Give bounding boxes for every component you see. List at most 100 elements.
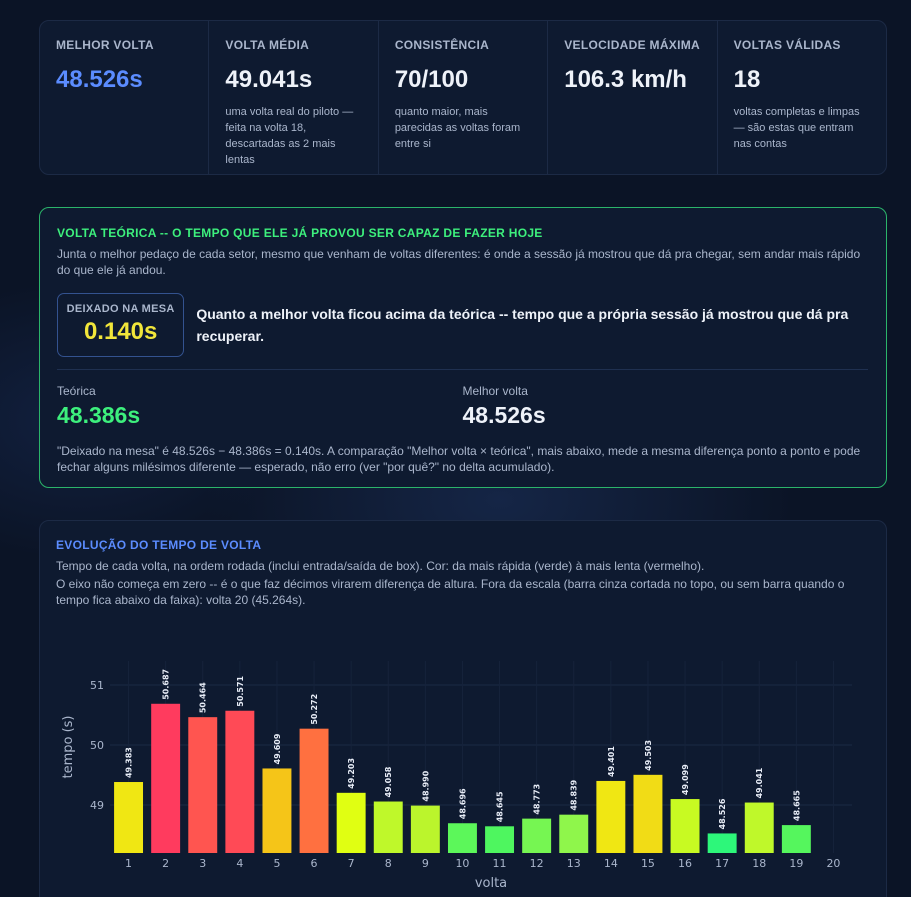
x-tick-label: 2 [162,857,169,870]
x-tick-label: 3 [199,857,206,870]
bar-lap-3 [188,717,218,853]
y-tick-label: 49 [90,799,104,812]
x-tick-label: 16 [678,857,692,870]
metric-consistency: CONSISTÊNCIA 70/100 quanto maior, mais p… [379,21,549,174]
bar-lap-18 [744,802,774,853]
metric-label: VOLTA MÉDIA [225,38,310,52]
x-tick-label: 8 [385,857,392,870]
bar-value-label: 49.503 [644,740,653,771]
left-on-table-label: DEIXADO NA MESA [66,303,175,315]
x-tick-label: 17 [715,857,729,870]
bar-lap-7 [336,792,366,853]
x-tick-label: 5 [273,857,280,870]
bar-value-label: 48.990 [421,770,430,801]
metric-value: 106.3 km/h [564,66,687,93]
bar-value-label: 49.041 [755,767,764,798]
theoretical-lap: Teórica 48.386s [57,384,463,429]
bar-lap-13 [559,814,589,853]
metric-average-lap: VOLTA MÉDIA 49.041s uma volta real do pi… [209,21,379,174]
bar-lap-2 [151,703,181,853]
bar-lap-17 [707,833,737,853]
best-lap-label: Melhor volta [462,384,528,398]
theoretical-title: VOLTA TEÓRICA -- O TEMPO QUE ELE JÁ PROV… [57,226,543,240]
best-lap-value: 48.526s [462,402,546,428]
theoretical-description: Junta o melhor pedaço de cada setor, mes… [57,247,861,277]
bar-value-label: 50.687 [162,669,171,700]
metric-description: quanto maior, mais parecidas as voltas f… [394,106,521,150]
metric-value: 49.041s [225,66,313,93]
bar-lap-9 [410,805,440,853]
metric-label: MELHOR VOLTA [56,38,154,52]
lap-time-chart: 49 50 51 49.383 1 50.687 2 50.464 3 50.571 4 49.609… [61,661,852,891]
bar-value-label: 50.571 [236,675,245,706]
divider [57,369,868,370]
evolution-scale-note: O eixo não começa em zero -- é o que faz… [56,577,845,607]
y-tick-label: 50 [90,739,104,752]
bar-lap-19 [781,825,811,853]
theoretical-lap-value: 48.386s [57,402,141,428]
bar-lap-14 [596,780,626,853]
metric-best-lap: MELHOR VOLTA 48.526s [40,21,210,174]
bar-value-label: 49.203 [347,758,356,789]
y-axis-label: tempo (s) [61,715,76,778]
x-tick-label: 7 [348,857,355,870]
x-tick-label: 13 [567,857,581,870]
left-on-table-row: DEIXADO NA MESA 0.140s Quanto a melhor v… [57,293,868,357]
best-lap: Melhor volta 48.526s [463,384,869,429]
metric-label: CONSISTÊNCIA [394,38,490,52]
theoretical-lap-card: VOLTA TEÓRICA -- O TEMPO QUE ELE JÁ PROV… [39,207,887,488]
theoretical-lap-label: Teórica [57,384,96,398]
metric-value: 18 [733,66,761,93]
metric-value: 70/100 [394,66,469,93]
bar-value-label: 50.464 [199,682,208,713]
x-axis-label: volta [475,876,507,891]
x-tick-label: 15 [641,857,655,870]
bar-value-label: 48.665 [792,790,801,821]
bar-lap-10 [447,823,477,853]
bar-value-label: 48.526 [718,798,727,829]
x-tick-label: 6 [311,857,318,870]
x-tick-label: 20 [826,857,840,870]
bar-value-label: 48.773 [533,784,542,815]
bar-lap-5 [262,768,292,853]
bar-value-label: 49.609 [273,733,282,764]
lap-comparison: Teórica 48.386s Melhor volta 48.526s [57,384,868,429]
x-tick-label: 14 [604,857,618,870]
x-tick-label: 19 [789,857,803,870]
evolution-title: EVOLUÇÃO DO TEMPO DE VOLTA [56,538,262,552]
bar-lap-6 [299,728,329,853]
x-tick-label: 9 [422,857,429,870]
metric-max-speed: VELOCIDADE MÁXIMA 106.3 km/h [548,21,718,174]
x-tick-label: 18 [752,857,766,870]
lap-evolution-card: EVOLUÇÃO DO TEMPO DE VOLTA Tempo de cada… [39,520,887,897]
metric-description: voltas completas e limpas — são estas qu… [733,106,860,150]
evolution-description: Tempo de cada volta, na ordem rodada (in… [56,559,705,573]
bar-lap-16 [670,799,700,853]
metric-value: 48.526s [56,66,143,93]
left-on-table-explanation: Quanto a melhor volta ficou acima da teó… [196,306,849,344]
bar-value-label: 48.696 [458,788,467,819]
bar-lap-12 [522,818,552,853]
metric-label: VOLTAS VÁLIDAS [733,38,841,52]
left-on-table-box: DEIXADO NA MESA 0.140s [57,293,185,357]
x-tick-label: 11 [493,857,507,870]
bar-lap-15 [633,774,663,853]
theoretical-note: "Deixado na mesa" é 48.526s − 48.386s = … [57,444,861,474]
bar-lap-4 [225,710,255,853]
metric-description: uma volta real do piloto — feita na volt… [225,106,354,166]
metrics-card: MELHOR VOLTA 48.526s VOLTA MÉDIA 49.041s… [39,20,887,175]
bar-value-label: 49.401 [607,746,616,777]
bar-value-label: 49.099 [681,764,690,795]
bar-lap-11 [485,826,515,853]
bar-value-label: 50.272 [310,694,319,725]
bar-value-label: 49.058 [384,766,393,797]
y-tick-label: 51 [90,679,104,692]
bar-lap-8 [373,801,403,853]
x-tick-label: 4 [236,857,243,870]
x-tick-label: 1 [125,857,132,870]
x-tick-label: 12 [530,857,544,870]
bar-value-label: 48.645 [496,791,505,822]
x-tick-label: 10 [455,857,469,870]
metric-valid-laps: VOLTAS VÁLIDAS 18 voltas completas e lim… [718,21,886,174]
bar-value-label: 49.383 [125,747,134,778]
